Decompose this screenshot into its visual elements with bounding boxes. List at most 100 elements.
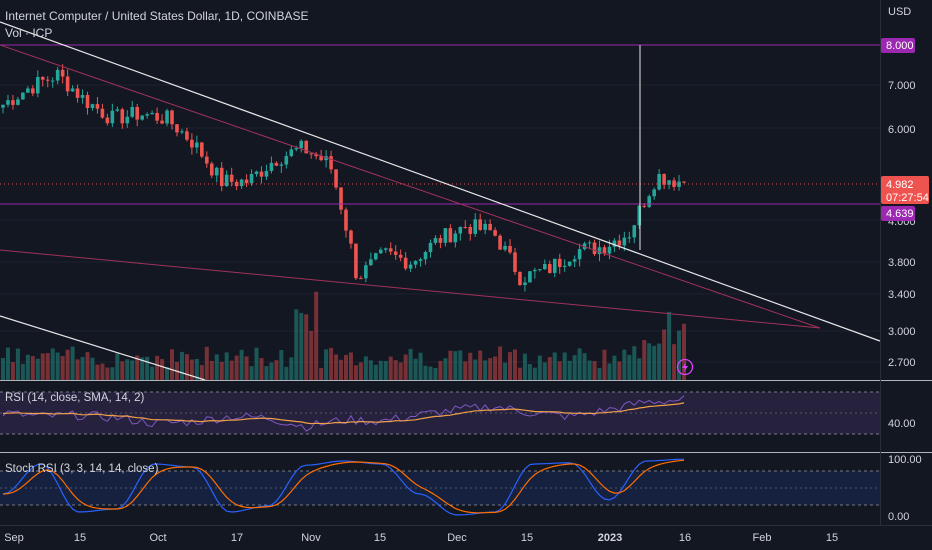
svg-text:8.000: 8.000 xyxy=(886,40,914,52)
volume-bar xyxy=(458,350,463,380)
volume-bar xyxy=(334,354,339,380)
candle-body xyxy=(11,100,15,105)
descending-trendline[interactable] xyxy=(0,21,881,342)
wedge-upper-line[interactable] xyxy=(0,44,821,329)
candle-body xyxy=(95,104,100,109)
volume-bar xyxy=(170,349,175,380)
x-tick-label: 15 xyxy=(521,532,533,544)
candle-body xyxy=(100,108,105,118)
y-tick-label: 6.000 xyxy=(888,124,916,136)
candle-body xyxy=(145,114,149,116)
candle-body xyxy=(632,225,637,238)
candle-body xyxy=(269,162,274,171)
volume-bar xyxy=(602,349,607,380)
volume-bar xyxy=(398,362,403,380)
volume-bar xyxy=(667,311,672,380)
candle-body xyxy=(359,278,363,280)
candle-body xyxy=(284,156,289,165)
volume-bar xyxy=(642,339,647,380)
volume-bar xyxy=(85,352,90,380)
candle-body xyxy=(70,88,75,92)
volume-bar xyxy=(179,351,184,380)
grid-lines xyxy=(0,84,880,363)
stoch-top-label: 100.00 xyxy=(888,454,922,466)
candle-body xyxy=(503,245,507,250)
volume-bar xyxy=(314,291,319,380)
volume-bar xyxy=(60,356,65,380)
candle-body xyxy=(75,88,80,98)
last-price-tag[interactable]: 4.982 07:27:54 xyxy=(881,176,929,204)
volume-bar xyxy=(229,360,234,380)
volume-bar xyxy=(234,355,239,380)
volume-bar xyxy=(512,349,517,380)
candle-body xyxy=(55,69,60,81)
candle-body xyxy=(388,248,393,252)
volume-bar xyxy=(189,359,194,380)
candle-body xyxy=(294,148,299,150)
candle-body xyxy=(50,80,55,82)
candle-body xyxy=(592,242,597,255)
candle-body xyxy=(543,264,547,270)
volume-bar xyxy=(572,355,577,380)
volume-bar xyxy=(657,343,662,380)
candle-body xyxy=(21,92,25,100)
volume-bar xyxy=(567,360,572,380)
volume-bar xyxy=(199,365,204,380)
candle-body xyxy=(423,252,428,260)
volume-bar xyxy=(453,351,458,380)
stoch-legend-title[interactable]: Stoch RSI (3, 3, 14, 14, close) xyxy=(5,463,159,475)
candle-body xyxy=(547,264,552,273)
volume-bar xyxy=(30,356,35,380)
volume-bar xyxy=(135,355,140,380)
candle-body xyxy=(572,259,577,262)
volume-bar xyxy=(319,367,324,380)
volume-bar xyxy=(582,353,587,380)
candle-body xyxy=(135,107,140,120)
candle-body xyxy=(140,115,144,120)
candle-body xyxy=(324,156,328,161)
volume-bar xyxy=(428,366,433,380)
lower-channel-trendline[interactable] xyxy=(0,315,206,381)
candle-body xyxy=(229,174,234,182)
volume-bar xyxy=(140,357,145,380)
level-tag-4639[interactable]: 4.639 xyxy=(881,206,915,221)
volume-bar xyxy=(388,356,393,380)
candle-body xyxy=(150,112,154,115)
candle-body xyxy=(175,124,179,133)
symbol-title[interactable]: Internet Computer / United States Dollar… xyxy=(5,9,309,23)
wedge-lower-line[interactable] xyxy=(0,249,821,329)
volume-bar xyxy=(597,367,602,380)
candle-body xyxy=(219,167,224,187)
candle-body xyxy=(205,156,209,164)
volume-bar xyxy=(592,361,597,380)
volume-bar xyxy=(279,350,284,380)
y-tick-label: 7.000 xyxy=(888,80,916,92)
x-tick-label: 17 xyxy=(231,532,243,544)
candle-body xyxy=(617,240,622,246)
volume-bar xyxy=(25,354,30,380)
volume-bar xyxy=(110,367,115,380)
candle-body xyxy=(185,131,189,140)
candle-body xyxy=(130,107,135,117)
volume-bar xyxy=(274,360,279,380)
level-tag-8[interactable]: 8.000 xyxy=(881,38,915,53)
candle-body xyxy=(160,120,164,124)
candle-body xyxy=(85,94,90,108)
volume-bar xyxy=(194,358,199,380)
candle-body xyxy=(254,171,259,174)
volume-bar xyxy=(358,362,363,380)
candle-body xyxy=(413,260,418,265)
volume-legend[interactable]: Vol · ICP xyxy=(5,26,53,40)
rsi-legend-title[interactable]: RSI (14, close, SMA, 14, 2) xyxy=(5,392,145,404)
candle-body xyxy=(378,249,383,254)
lightning-alert-icon[interactable] xyxy=(676,358,694,376)
x-tick-label: 15 xyxy=(74,532,86,544)
volume-bar xyxy=(647,343,652,380)
volume-bar xyxy=(45,353,50,380)
x-tick-label: 2023 xyxy=(598,532,622,544)
volume-bar xyxy=(468,352,473,380)
candle-body xyxy=(677,181,681,187)
candle-body xyxy=(334,169,338,188)
candle-body xyxy=(418,259,423,261)
